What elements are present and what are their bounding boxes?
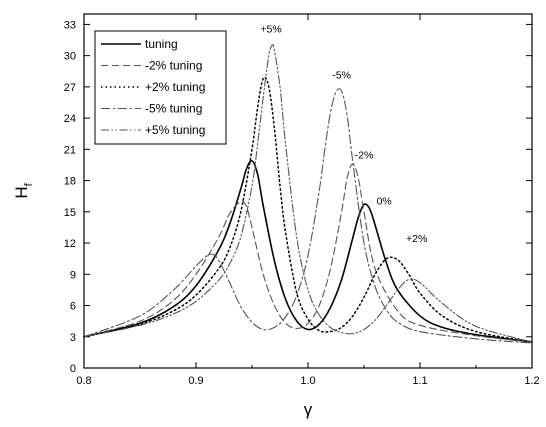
- legend: tuning -2% tuning +2% tuning -5% tuning +5% …: [94, 30, 227, 145]
- legend-label: +2% tuning: [145, 80, 205, 94]
- y-axis-title-subscript: f: [23, 182, 35, 186]
- x-tick-label: 0.9: [188, 375, 203, 387]
- y-tick-label: 15: [64, 207, 76, 219]
- y-tick-label: 12: [64, 238, 76, 250]
- series-line-5: [83, 44, 533, 343]
- y-tick-label: 0: [70, 363, 76, 375]
- annotation-label: +2%: [406, 233, 427, 245]
- annotation-label: -2%: [355, 150, 374, 162]
- plot-frame: [83, 13, 533, 369]
- y-tick-label: 21: [64, 144, 76, 156]
- legend-label: -2% tuning: [145, 59, 202, 73]
- legend-box: [94, 30, 227, 145]
- x-axis-title: γ: [304, 400, 313, 419]
- x-tick-label: 1.1: [412, 375, 427, 387]
- annotation-label: +5%: [260, 24, 281, 36]
- series-layer: [83, 44, 533, 344]
- x-tick-label: 0.8: [76, 375, 91, 387]
- series-line-4: [83, 88, 533, 344]
- annotation-layer: +5% -5% -2% 0% +2%: [260, 24, 427, 245]
- series-line-3: [83, 76, 533, 343]
- x-tick-label: 1.2: [524, 375, 539, 387]
- annotation-label: -5%: [332, 70, 351, 82]
- y-tick-label: 24: [64, 113, 76, 125]
- x-tick-label: 1.0: [300, 375, 315, 387]
- legend-label: -5% tuning: [145, 102, 202, 116]
- legend-label: +5% tuning: [145, 123, 205, 137]
- y-axis-title-main: H: [12, 186, 31, 198]
- y-tick-label: 3: [70, 332, 76, 344]
- y-axis-title: Hf: [12, 182, 35, 198]
- y-tick-label: 30: [64, 51, 76, 63]
- series-line-1: [83, 159, 533, 343]
- y-tick-label: 6: [70, 301, 76, 313]
- y-tick-label: 33: [64, 19, 76, 31]
- y-tick-label: 18: [64, 176, 76, 188]
- y-tick-label: 9: [70, 269, 76, 281]
- y-tick-label: 27: [64, 82, 76, 94]
- annotation-label: 0%: [377, 196, 392, 208]
- legend-label: tuning: [145, 37, 178, 51]
- series-line-2: [83, 163, 533, 343]
